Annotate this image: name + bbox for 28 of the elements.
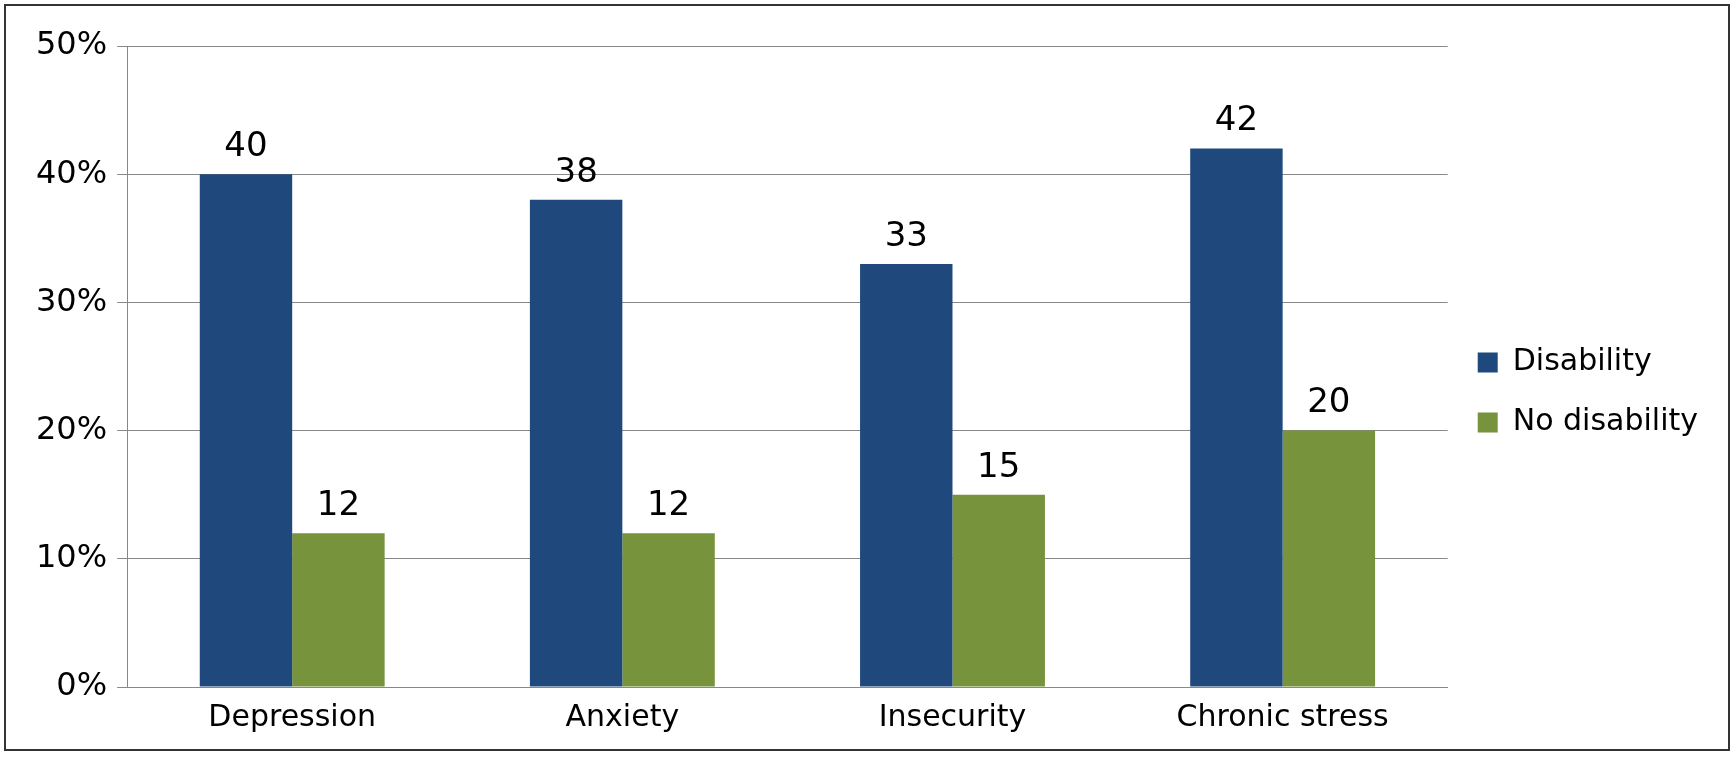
data-label: 12 <box>646 482 691 523</box>
bar <box>952 494 1045 687</box>
data-label: 15 <box>977 444 1021 485</box>
bar <box>1282 430 1376 687</box>
data-label: 12 <box>316 482 361 523</box>
data-label: 40 <box>224 124 268 165</box>
bar <box>1190 148 1283 687</box>
data-label: 20 <box>1307 380 1351 421</box>
legend-label: Disability <box>1512 342 1652 378</box>
bar <box>529 199 623 687</box>
data-label: 42 <box>1214 98 1259 139</box>
y-tick-label: 0% <box>56 665 108 704</box>
y-tick-label: 40% <box>36 152 108 191</box>
x-tick-label: Chronic stress <box>1176 697 1389 733</box>
y-tick-label: 50% <box>36 24 108 63</box>
data-label: 33 <box>884 213 928 254</box>
x-tick-label: Insecurity <box>878 697 1027 733</box>
bar <box>860 263 953 687</box>
y-tick-label: 20% <box>36 408 108 447</box>
y-tick-label: 30% <box>36 280 108 319</box>
data-label: 38 <box>554 149 598 190</box>
legend-label: No disability <box>1512 402 1699 438</box>
bar <box>292 533 385 687</box>
y-tick-label: 10% <box>36 537 108 576</box>
x-tick-label: Anxiety <box>565 697 680 733</box>
x-tick-label: Depression <box>208 697 377 733</box>
bar <box>622 533 715 687</box>
bar <box>199 174 293 687</box>
